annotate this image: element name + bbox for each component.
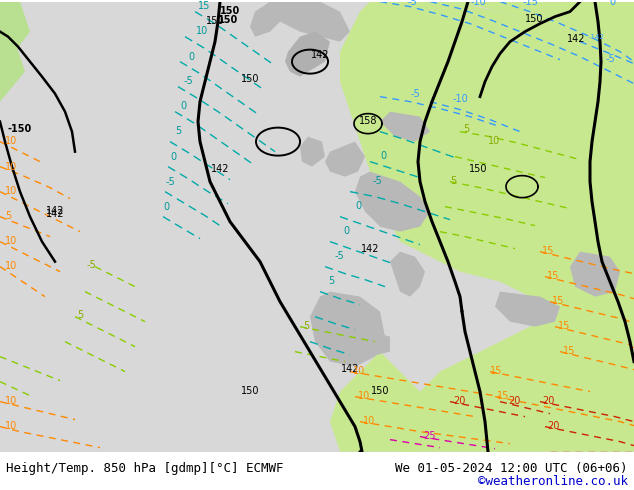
Text: Height/Temp. 850 hPa [gdmp][°C] ECMWF: Height/Temp. 850 hPa [gdmp][°C] ECMWF [6,463,284,475]
Text: 10: 10 [5,261,17,270]
Polygon shape [380,1,634,51]
Text: 142: 142 [567,34,585,44]
Text: 5: 5 [175,125,181,136]
Text: -150: -150 [8,123,32,134]
Polygon shape [355,172,430,232]
Text: 10: 10 [5,162,17,172]
Polygon shape [0,42,25,101]
Text: 20: 20 [542,395,554,406]
Text: 15: 15 [542,245,554,256]
Text: 15: 15 [490,366,502,376]
Text: 150: 150 [241,386,259,395]
Text: 150: 150 [206,16,224,25]
Polygon shape [285,32,330,76]
Text: 150: 150 [525,14,543,24]
Text: 0: 0 [343,225,349,236]
Text: -5: -5 [87,260,97,270]
Text: We 01-05-2024 12:00 UTC (06+06): We 01-05-2024 12:00 UTC (06+06) [395,463,628,475]
Text: 15: 15 [547,270,559,281]
Text: ©weatheronline.co.uk: ©weatheronline.co.uk [477,475,628,488]
Polygon shape [300,137,325,167]
Text: 15: 15 [497,391,509,401]
Text: 150: 150 [220,5,240,16]
Polygon shape [252,22,270,37]
Text: -142: -142 [589,34,605,40]
Text: 5: 5 [303,320,309,331]
Text: 10: 10 [5,395,17,406]
Text: 10: 10 [358,391,370,401]
Text: 142: 142 [210,164,230,173]
Text: 158: 158 [359,116,377,125]
Text: 0: 0 [163,201,169,212]
Text: -5: -5 [373,175,383,186]
Text: 20: 20 [508,395,521,406]
Text: 0: 0 [355,200,361,211]
Text: 142: 142 [361,244,379,254]
Text: 0: 0 [609,0,615,7]
Polygon shape [340,1,634,312]
Text: 10: 10 [196,25,208,36]
Text: 5: 5 [450,175,456,186]
Text: 150: 150 [218,15,238,24]
Text: 25: 25 [423,431,436,441]
Polygon shape [570,252,620,296]
Polygon shape [380,112,430,142]
Text: -5: -5 [407,0,417,7]
Text: 10: 10 [488,136,500,146]
Text: -5: -5 [605,53,615,64]
Text: -5: -5 [166,176,176,187]
Text: 15: 15 [558,320,571,331]
Text: 10: 10 [5,420,17,431]
Polygon shape [270,1,350,42]
Polygon shape [310,292,385,367]
Text: 20: 20 [453,395,465,406]
Text: -10: -10 [452,94,468,103]
Polygon shape [390,252,425,296]
Text: 10: 10 [363,416,375,426]
Text: 5: 5 [77,310,83,319]
Polygon shape [400,252,634,452]
Text: 142: 142 [46,209,64,219]
Polygon shape [495,292,560,327]
Text: 15: 15 [198,0,210,11]
Text: 142: 142 [311,49,329,60]
Text: 0: 0 [170,151,176,162]
Text: 10: 10 [5,136,17,146]
Text: 150: 150 [371,386,389,395]
Text: 0: 0 [380,150,386,161]
Text: -15: -15 [522,0,538,7]
Text: 150: 150 [469,164,488,173]
Text: 0: 0 [188,51,194,62]
Polygon shape [325,142,365,176]
Text: -5: -5 [335,250,345,261]
Text: 142: 142 [46,206,64,216]
Text: 5: 5 [328,275,334,286]
Text: 0: 0 [180,100,186,111]
Text: -10: -10 [470,0,486,7]
Polygon shape [0,1,30,72]
Text: 15: 15 [552,295,564,306]
Polygon shape [330,327,390,357]
Text: 15: 15 [563,345,576,356]
Text: 10: 10 [353,366,365,376]
Polygon shape [250,1,290,37]
Text: 5: 5 [5,211,11,220]
Text: -5: -5 [184,75,194,86]
Text: 10: 10 [5,186,17,196]
Text: -5: -5 [410,89,420,98]
Text: 10: 10 [5,236,17,245]
Polygon shape [330,352,430,452]
Text: 5: 5 [463,123,469,134]
Text: 142: 142 [340,364,359,373]
Text: 150: 150 [241,74,259,84]
Text: 20: 20 [547,420,559,431]
